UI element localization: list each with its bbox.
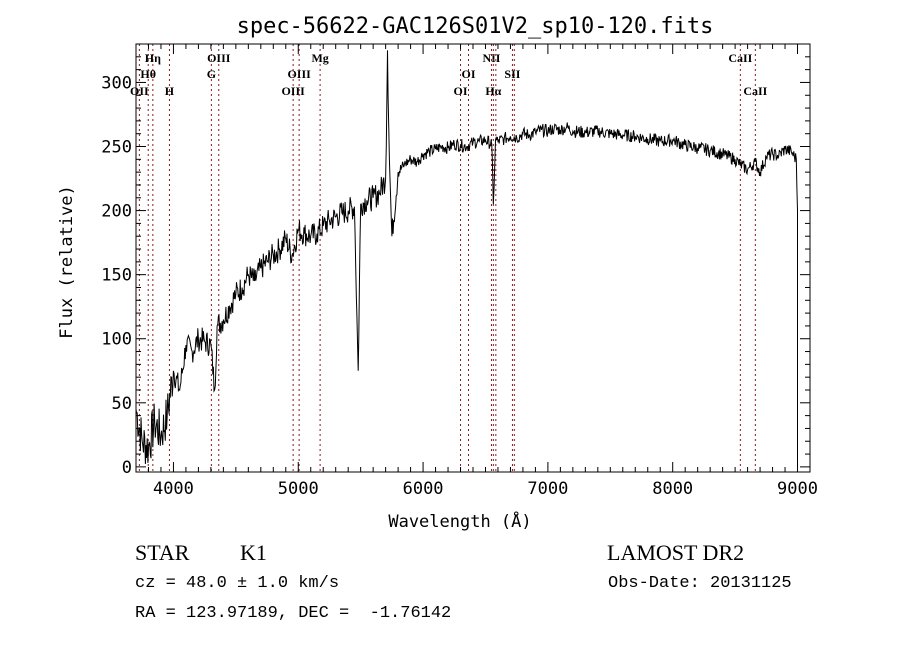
spectrum-line bbox=[135, 50, 798, 467]
line-marker-label: Hα bbox=[485, 84, 501, 98]
line-marker-label: Hθ bbox=[140, 67, 156, 81]
x-tick-label: 9000 bbox=[777, 479, 818, 499]
observation-date: Obs-Date: 20131125 bbox=[608, 574, 792, 593]
y-tick-label: 200 bbox=[101, 202, 132, 222]
line-marker-label: OI bbox=[454, 84, 468, 98]
y-axis-label: Flux (relative) bbox=[57, 185, 77, 339]
line-marker-label: Hη bbox=[145, 51, 161, 65]
line-marker-label: OIII bbox=[287, 67, 311, 81]
y-tick-label: 50 bbox=[112, 394, 132, 414]
line-marker-label: CaII bbox=[728, 51, 752, 65]
line-marker-label: OIII bbox=[281, 84, 305, 98]
y-tick-label: 300 bbox=[101, 73, 132, 93]
object-class: STAR bbox=[135, 540, 190, 565]
x-tick-label: 7000 bbox=[527, 479, 568, 499]
line-marker-label: OIII bbox=[207, 51, 231, 65]
chart-title: spec-56622-GAC126S01V2_sp10-120.fits bbox=[237, 14, 714, 39]
y-tick-label: 250 bbox=[101, 138, 132, 158]
plot-frame bbox=[135, 43, 811, 473]
line-marker-label: CaII bbox=[743, 84, 767, 98]
redshift-info: cz = 48.0 ± 1.0 km/s bbox=[135, 574, 340, 593]
line-marker-label: NII bbox=[482, 51, 500, 65]
y-tick-label: 0 bbox=[122, 458, 132, 478]
line-marker-label: OI bbox=[461, 67, 475, 81]
line-marker-label: Mg bbox=[311, 51, 328, 65]
coordinates: RA = 123.97189, DEC = -1.76142 bbox=[135, 604, 452, 623]
object-subclass: K1 bbox=[240, 540, 267, 565]
line-marker-label: G bbox=[207, 67, 216, 81]
x-tick-label: 6000 bbox=[403, 479, 444, 499]
survey-name: LAMOST DR2 bbox=[607, 540, 745, 565]
y-tick-label: 150 bbox=[101, 266, 132, 286]
x-tick-label: 4000 bbox=[153, 479, 194, 499]
y-tick-label: 100 bbox=[101, 330, 132, 350]
line-marker-label: OII bbox=[130, 84, 149, 98]
x-tick-label: 8000 bbox=[652, 479, 693, 499]
line-marker-label: SII bbox=[504, 67, 520, 81]
line-marker-label: H bbox=[165, 84, 175, 98]
x-axis-label: Wavelength (Å) bbox=[388, 510, 531, 532]
x-tick-label: 5000 bbox=[278, 479, 319, 499]
